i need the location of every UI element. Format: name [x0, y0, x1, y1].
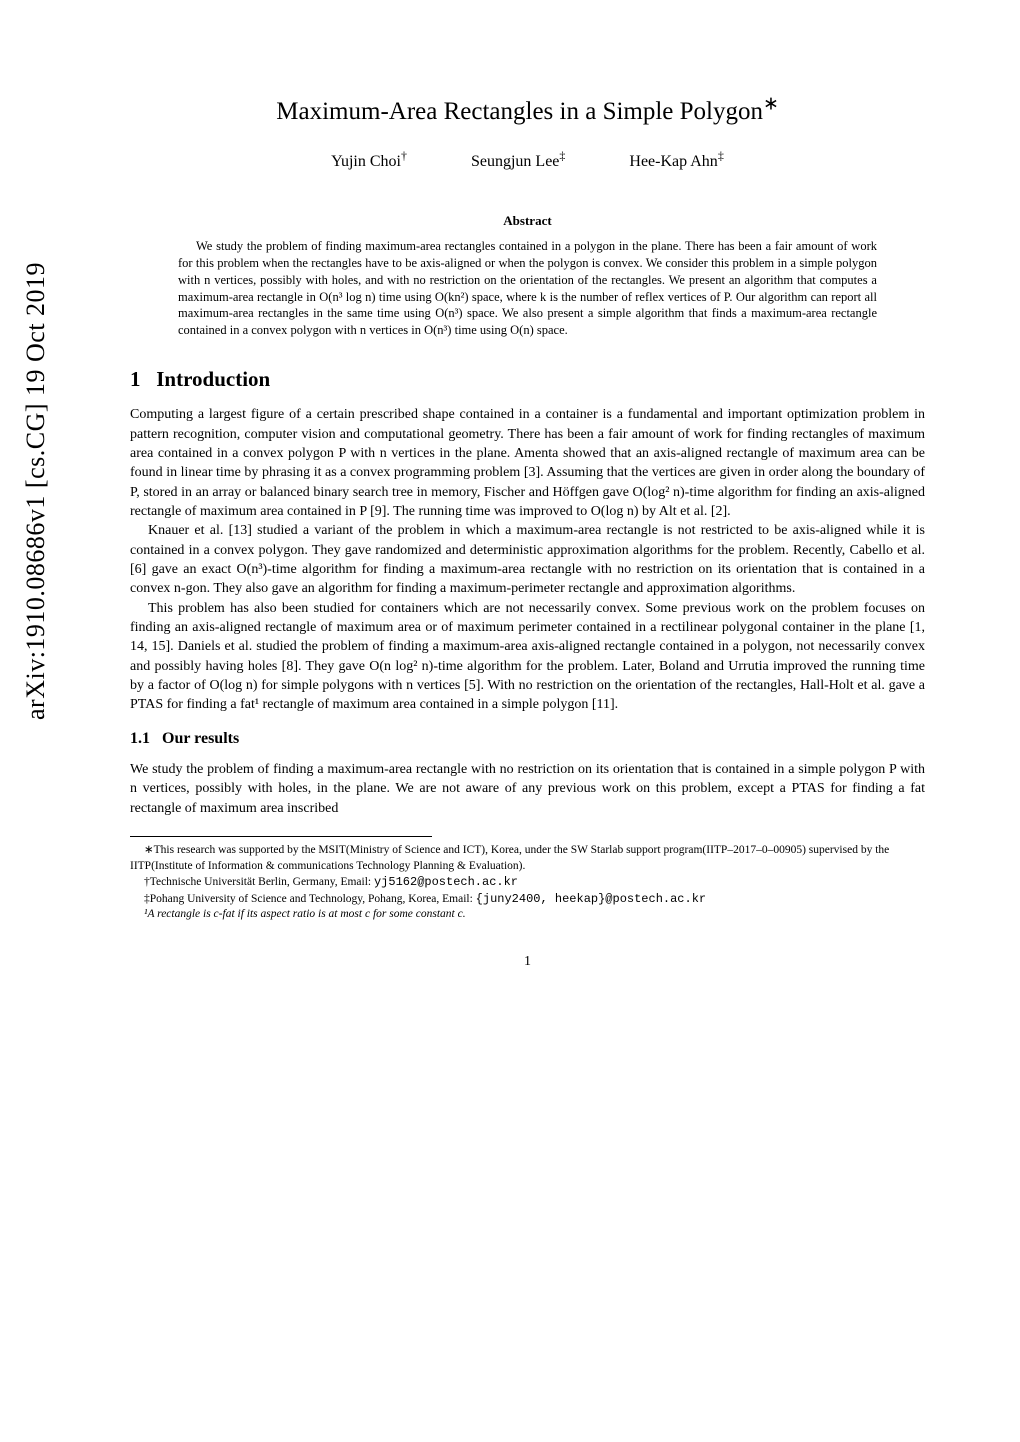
subsection-1-1-body: We study the problem of finding a maximu…: [130, 760, 925, 818]
title-text: Maximum-Area Rectangles in a Simple Poly…: [276, 98, 763, 125]
subsection-1-1-title: Our results: [162, 730, 239, 747]
author-1-mark: †: [401, 148, 407, 162]
title-footnote-mark: ∗: [763, 94, 779, 115]
section-1-title: Introduction: [156, 367, 270, 391]
paper-title: Maximum-Area Rectangles in a Simple Poly…: [130, 95, 925, 129]
arxiv-stamp: arXiv:1910.08686v1 [cs.CG] 19 Oct 2019: [18, 262, 53, 720]
footnote-ddagger: ‡Pohang University of Science and Techno…: [130, 891, 925, 908]
footnote-ddagger-email: {juny2400, heekap}@postech.ac.kr: [476, 892, 706, 906]
abstract-block: We study the problem of finding maximum-…: [178, 238, 877, 339]
footnote-dagger: †Technische Universität Berlin, Germany,…: [130, 874, 925, 891]
page-content: Maximum-Area Rectangles in a Simple Poly…: [130, 0, 925, 971]
author-3-name: Hee-Kap Ahn: [629, 153, 717, 170]
section-1-body: Computing a largest figure of a certain …: [130, 405, 925, 714]
author-3: Hee-Kap Ahn‡: [629, 153, 723, 170]
section-1-heading: 1 Introduction: [130, 365, 925, 393]
page-number: 1: [130, 953, 925, 972]
footnote-1: ¹A rectangle is c-fat if its aspect rati…: [130, 907, 925, 923]
s1-paragraph-3: This problem has also been studied for c…: [130, 599, 925, 715]
authors-line: Yujin Choi† Seungjun Lee‡ Hee-Kap Ahn‡: [130, 151, 925, 173]
footnote-1-text: ¹A rectangle is c-fat if its aspect rati…: [144, 908, 466, 920]
footnotes: ∗This research was supported by the MSIT…: [130, 843, 925, 923]
footnote-dagger-text: †Technische Universität Berlin, Germany,…: [144, 876, 374, 888]
footnote-dagger-email: yj5162@postech.ac.kr: [374, 875, 518, 889]
s1-paragraph-2: Knauer et al. [13] studied a variant of …: [130, 521, 925, 598]
s11-paragraph-1: We study the problem of finding a maximu…: [130, 760, 925, 818]
author-2-name: Seungjun Lee: [471, 153, 559, 170]
subsection-1-1-heading: 1.1 Our results: [130, 728, 925, 750]
footnote-rule: [130, 836, 432, 843]
author-1: Yujin Choi†: [331, 153, 407, 170]
subsection-1-1-number: 1.1: [130, 730, 150, 747]
author-2-mark: ‡: [559, 148, 565, 162]
footnote-star: ∗This research was supported by the MSIT…: [130, 843, 925, 874]
s1-paragraph-1: Computing a largest figure of a certain …: [130, 405, 925, 521]
author-3-mark: ‡: [718, 148, 724, 162]
author-1-name: Yujin Choi: [331, 153, 401, 170]
abstract-text: We study the problem of finding maximum-…: [178, 238, 877, 339]
footnote-ddagger-text: ‡Pohang University of Science and Techno…: [144, 893, 476, 905]
abstract-heading: Abstract: [130, 212, 925, 230]
author-2: Seungjun Lee‡: [471, 153, 565, 170]
section-1-number: 1: [130, 367, 141, 391]
